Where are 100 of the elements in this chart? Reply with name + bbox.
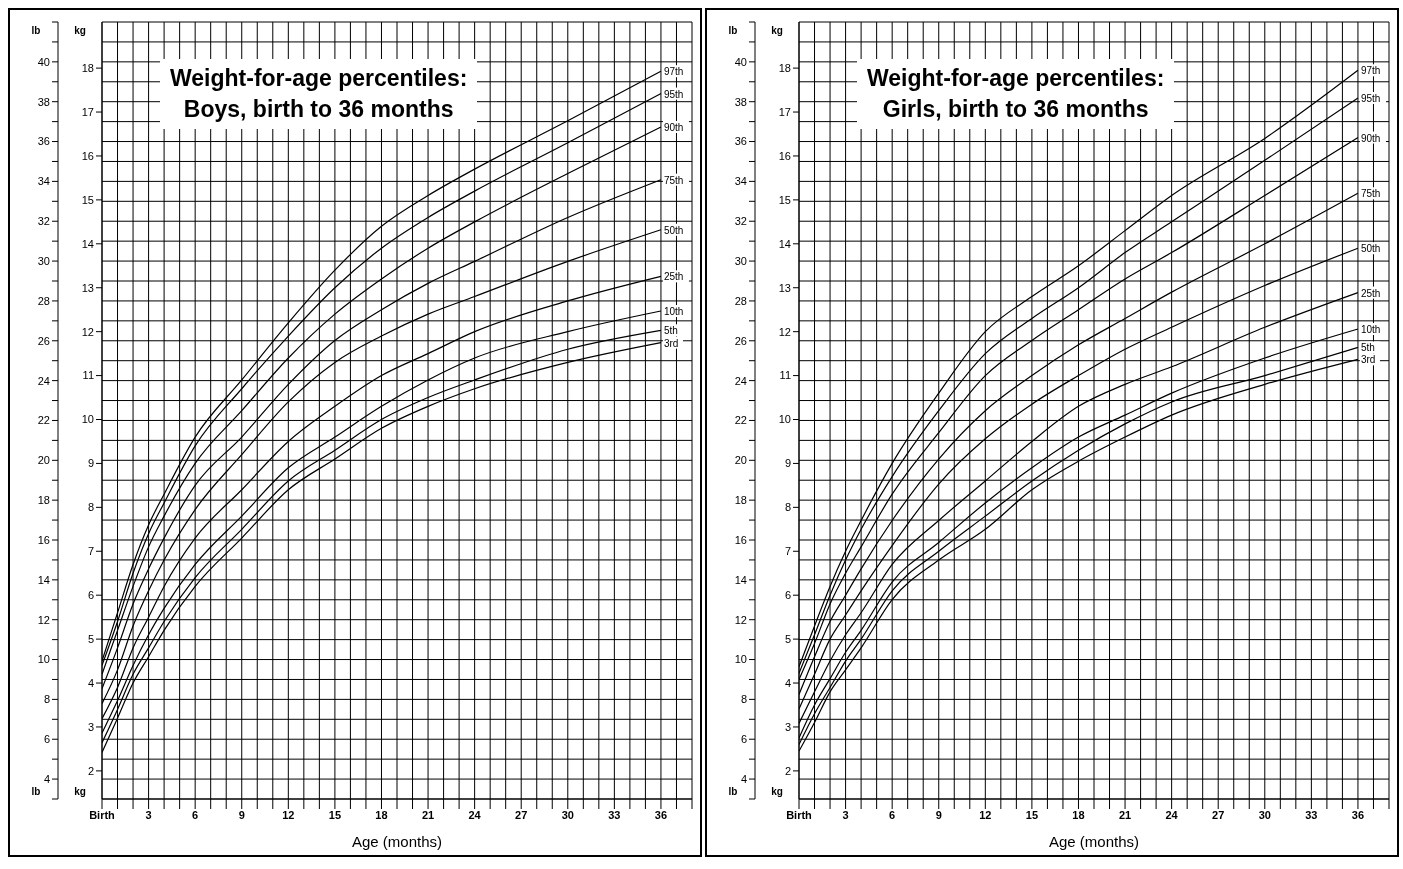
y2-tick-label: 22 [734,414,747,427]
series-label: 90th [1360,132,1381,144]
x-tick-label: 18 [375,808,388,821]
x-tick-label: 21 [1118,808,1132,821]
y-tick-label: 5 [784,633,791,646]
x-tick-label: 9 [238,808,245,821]
y2-tick-label: 22 [37,414,50,427]
y-tick-label: 2 [87,764,94,777]
x-tick-label: 3 [145,808,152,821]
x-tick-label: 6 [192,808,199,821]
y2-axis-title: lb [728,25,738,36]
x-tick-label: 6 [889,808,896,821]
y2-tick-label: 10 [37,653,50,666]
x-tick-label: 27 [515,808,528,821]
y2-tick-label: 34 [734,175,747,188]
series-label: 3rd [1360,354,1376,366]
y2-tick-label: 12 [734,613,747,626]
y-tick-label: 15 [778,193,791,206]
series-label: 75th [663,174,684,186]
y-tick-label: 10 [778,413,791,426]
y2-tick-label: 6 [43,733,50,746]
y2-tick-label: 20 [734,454,747,467]
y-tick-label: 13 [81,281,94,294]
series-label: 25th [1360,287,1381,299]
y2-tick-label: 30 [734,254,747,267]
y-tick-label: 11 [82,369,94,382]
y-tick-label: 9 [784,457,791,470]
series-label: 5th [663,325,678,337]
x-tick-label: 36 [1351,808,1365,821]
y2-tick-label: 24 [37,374,50,387]
y-tick-label: 13 [778,281,791,294]
x-axis-title: Age (months) [351,833,443,850]
y-tick-label: 9 [87,457,94,470]
y-tick-label: 17 [778,105,791,118]
y2-tick-label: 38 [37,95,50,108]
y-tick-label: 10 [81,413,94,426]
x-tick-label: 24 [468,808,482,821]
x-tick-label: 18 [1072,808,1085,821]
y-axis-title: kg [74,25,86,36]
y2-tick-label: 28 [37,294,50,307]
series-label: 50th [1360,243,1381,255]
x-tick-label: 3 [842,808,849,821]
text: lb [728,786,738,797]
x-tick-label: 9 [935,808,942,821]
x-tick-label: 12 [979,808,992,821]
x-axis-title: Age (months) [1048,833,1140,850]
y2-tick-label: 12 [37,613,50,626]
text: lb [31,786,41,797]
x-tick-label: 24 [1165,808,1179,821]
y-tick-label: 17 [81,105,94,118]
x-tick-label: 30 [1258,808,1271,821]
y-tick-label: 3 [87,720,94,733]
y2-tick-label: 8 [740,693,747,706]
series-label: 95th [663,88,684,100]
x-tick-label: 15 [328,808,342,821]
text: Weight-for-age percentiles: Boys, birth to 36 months [170,64,468,125]
x-tick-label: 21 [421,808,435,821]
x-tick-label: 33 [608,808,621,821]
text: kg [74,786,86,797]
y-tick-label: 14 [778,237,791,250]
y2-tick-label: 10 [734,653,747,666]
y-tick-label: 11 [779,369,791,382]
y2-tick-label: 34 [37,175,50,188]
y-tick-label: 16 [81,149,94,162]
y2-tick-label: 4 [740,772,747,785]
series-label: 10th [663,306,684,318]
y-tick-label: 6 [87,589,94,602]
y2-tick-label: 30 [37,254,50,267]
series-label: 50th [663,224,684,236]
series-label: 75th [1360,188,1381,200]
series-label: 97th [1360,65,1381,77]
y-tick-label: 6 [784,589,791,602]
y-tick-label: 8 [784,501,791,514]
text: kg [771,786,783,797]
x-tick-label: 36 [654,808,668,821]
series-label: 25th [663,271,684,283]
y-tick-label: 4 [784,676,791,689]
series-label: 90th [663,121,684,133]
y-tick-label: 4 [87,676,94,689]
y2-tick-label: 8 [43,693,50,706]
x-tick-label: Birth [786,808,813,821]
y2-tick-label: 4 [43,772,50,785]
x-tick-label: Birth [89,808,116,821]
y2-tick-label: 26 [37,334,50,347]
x-tick-label: 30 [561,808,574,821]
series-label: 3rd [663,337,679,349]
y2-tick-label: 6 [740,733,747,746]
y-tick-label: 15 [81,193,94,206]
y-tick-label: 16 [778,149,791,162]
y-tick-label: 7 [87,545,94,558]
y2-tick-label: 32 [734,215,747,228]
y2-tick-label: 24 [734,374,747,387]
y2-tick-label: 36 [37,135,50,148]
series-label: 95th [1360,92,1381,104]
y-tick-label: 12 [81,325,94,338]
y2-tick-label: 14 [37,573,50,586]
y-tick-label: 14 [81,237,94,250]
y2-tick-label: 14 [734,573,747,586]
y-tick-label: 8 [87,501,94,514]
y2-tick-label: 40 [37,55,50,68]
